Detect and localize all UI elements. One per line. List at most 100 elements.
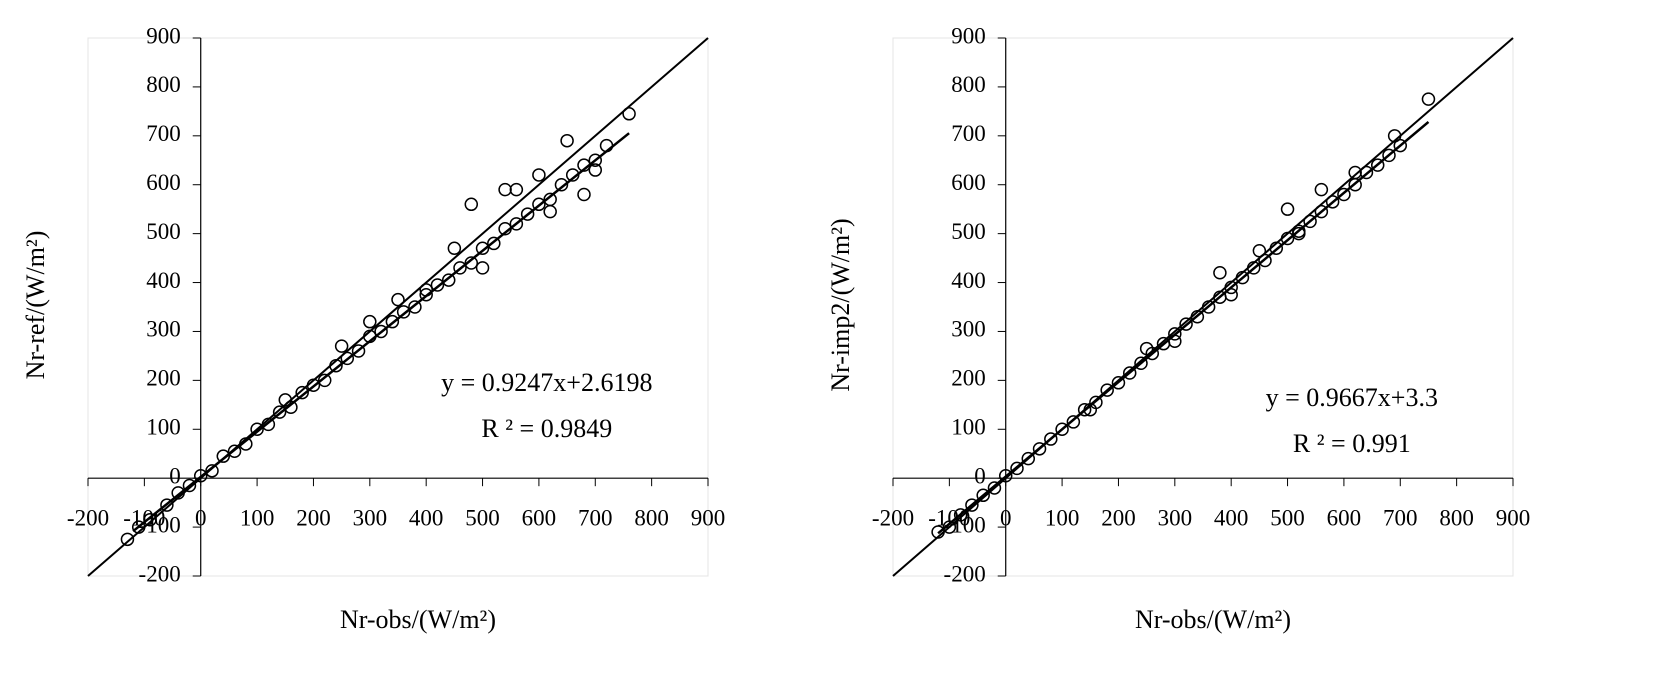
point [1122, 366, 1137, 380]
point [1258, 253, 1272, 268]
point [1382, 148, 1396, 163]
point [1066, 415, 1081, 429]
point [1252, 244, 1267, 258]
y-tick-label: 800 [951, 72, 986, 97]
point [160, 498, 174, 512]
point [1021, 451, 1036, 466]
x-tick-label: 600 [1327, 505, 1362, 530]
point [987, 481, 1002, 495]
point [1421, 92, 1436, 106]
point [554, 177, 569, 192]
point [1201, 300, 1216, 314]
point [430, 278, 445, 292]
y-tick-label: 500 [146, 219, 181, 244]
x-tick-label: 800 [1439, 505, 1474, 530]
point [1179, 317, 1193, 331]
point [1370, 158, 1385, 172]
point [171, 486, 185, 500]
y-tick-label: 700 [951, 121, 986, 146]
point [419, 288, 433, 302]
y-axis-title: Nr-ref/(W/m²) [21, 231, 50, 380]
point [1246, 261, 1261, 275]
point [1168, 327, 1182, 341]
x-tick-label: 0 [1000, 505, 1012, 530]
point [396, 305, 411, 319]
y-tick-label: 400 [146, 268, 181, 293]
x-tick-label: 200 [1101, 505, 1136, 530]
y-tick-label: 300 [951, 317, 986, 342]
point [509, 217, 524, 231]
point [340, 351, 355, 366]
point [295, 385, 309, 400]
point [1213, 266, 1227, 280]
x-tick-label: 700 [578, 505, 613, 530]
point [1314, 204, 1329, 219]
point [351, 344, 366, 358]
point [577, 187, 591, 202]
y-tick-label: 0 [974, 463, 986, 488]
point [464, 256, 479, 270]
x-tick-label: -200 [67, 505, 109, 530]
point [1314, 182, 1329, 197]
trendline [937, 121, 1430, 535]
point [205, 464, 219, 478]
point [1303, 214, 1317, 229]
point [1032, 442, 1047, 456]
x-axis-title: Nr-obs/(W/m²) [340, 605, 496, 634]
point [953, 508, 968, 522]
point [278, 393, 293, 407]
x-tick-label: 200 [296, 505, 331, 530]
y-tick-label: 100 [951, 415, 986, 440]
y-axis-title: Nr-imp2/(W/m²) [826, 218, 855, 391]
point [1100, 383, 1114, 397]
y-tick-label: 900 [951, 23, 986, 48]
annotation: R ² = 0.9849 [481, 414, 612, 443]
point [1077, 402, 1092, 417]
point [216, 449, 231, 463]
x-tick-label: 300 [353, 505, 388, 530]
point [520, 207, 535, 221]
y-tick-label: 600 [146, 170, 181, 195]
point [408, 300, 422, 314]
point [509, 182, 524, 197]
y-tick-label: 400 [951, 268, 986, 293]
y-tick-label: 200 [146, 366, 181, 391]
x-tick-label: -200 [872, 505, 914, 530]
x-tick-label: 0 [195, 505, 207, 530]
annotation: y = 0.9667x+3.3 [1266, 383, 1438, 412]
point [441, 273, 456, 287]
point [1292, 226, 1306, 241]
point [532, 197, 546, 212]
point [1010, 461, 1024, 476]
point [475, 241, 490, 256]
point [1393, 138, 1408, 153]
point [385, 314, 400, 329]
point [391, 292, 405, 307]
point [317, 373, 332, 388]
plot-frame [892, 37, 1514, 577]
point [965, 498, 979, 512]
point [1348, 165, 1362, 180]
point [250, 422, 264, 437]
x-tick-label: 900 [1496, 505, 1531, 530]
y-tick-label: 200 [951, 366, 986, 391]
x-tick-label: 300 [1158, 505, 1193, 530]
point [143, 513, 157, 527]
point [1044, 432, 1058, 446]
point [272, 405, 287, 419]
point [227, 444, 242, 459]
point [261, 417, 276, 432]
plot-frame [87, 37, 709, 577]
x-tick-label: 400 [1214, 505, 1249, 530]
point [560, 133, 574, 148]
point [363, 314, 377, 329]
point [588, 153, 603, 168]
point [306, 378, 321, 393]
point [998, 468, 1013, 483]
point [131, 520, 146, 534]
y-tick-label: -200 [944, 561, 986, 586]
point [1134, 356, 1148, 370]
x-tick-label: 600 [522, 505, 557, 530]
point [1269, 241, 1284, 256]
